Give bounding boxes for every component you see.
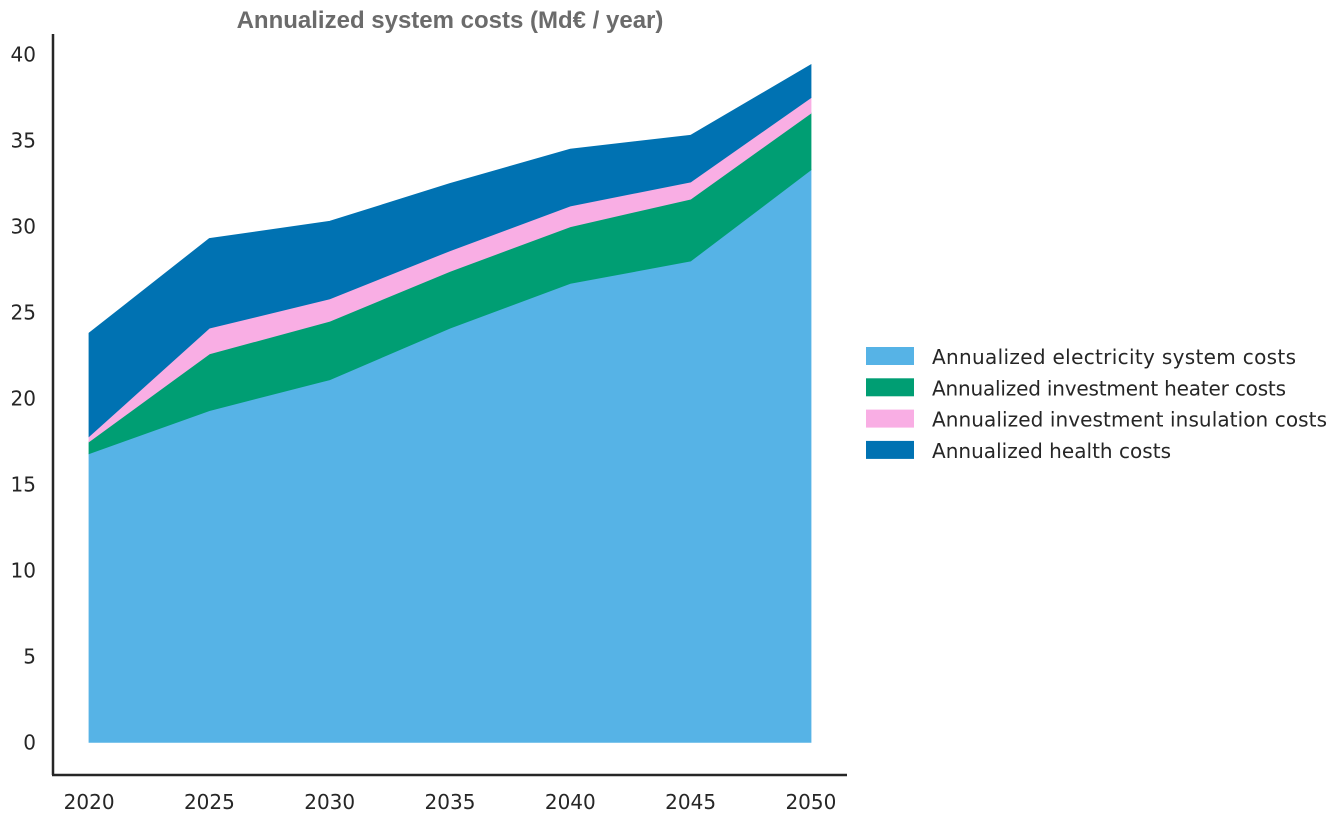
x-tick-label: 2040: [545, 790, 596, 814]
x-tick-label: 2030: [304, 790, 355, 814]
legend-label: Annualized investment heater costs: [932, 376, 1286, 400]
y-tick-label: 15: [11, 472, 36, 496]
legend-label: Annualized electricity system costs: [932, 345, 1296, 369]
legend-swatch: [866, 378, 914, 397]
x-tick-label: 2045: [665, 790, 716, 814]
area-series-group: [88, 64, 812, 743]
y-tick-label: 0: [23, 730, 36, 754]
y-axis-ticks: 0 5 10 15 20 25 30 35 40: [11, 43, 36, 755]
x-tick-label: 2020: [64, 790, 115, 814]
y-tick-label: 30: [11, 215, 36, 239]
legend-swatch: [866, 409, 914, 428]
legend-label: Annualized health costs: [932, 439, 1171, 463]
x-tick-label: 2050: [785, 790, 836, 814]
y-tick-label: 35: [11, 129, 36, 153]
y-tick-label: 40: [11, 43, 36, 67]
legend-label: Annualized investment insulation costs: [932, 408, 1327, 432]
y-tick-label: 20: [11, 387, 36, 411]
legend-swatch: [866, 347, 914, 365]
x-tick-label: 2035: [425, 790, 476, 814]
y-tick-label: 10: [11, 558, 36, 582]
legend: Annualized electricity system costs Annua…: [866, 345, 1327, 463]
y-tick-label: 25: [11, 301, 36, 325]
area-series-3: [88, 64, 812, 438]
x-axis-ticks: 2020 2025 2030 2035 2040 2045 2050: [64, 790, 837, 814]
chart-title: Annualized system costs (Md€ / year): [237, 7, 664, 34]
x-tick-label: 2025: [184, 790, 235, 814]
y-tick-label: 5: [23, 644, 36, 668]
legend-swatch: [866, 440, 914, 459]
